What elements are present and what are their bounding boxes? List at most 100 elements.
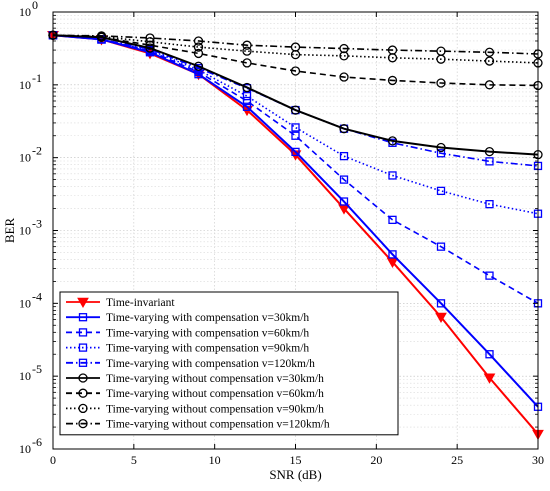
x-tick-label: 30	[532, 453, 544, 467]
marker-square	[242, 91, 252, 101]
legend-item: Time-varying with compensation v=90km/h	[66, 343, 309, 355]
legend-item: Time-varying without compensation v=60km…	[66, 388, 324, 400]
legend-item: Time-varying without compensation v=120k…	[66, 419, 330, 431]
x-tick-label: 0	[50, 453, 56, 467]
marker-circle	[339, 124, 349, 134]
legend-item: Time-varying with compensation v=120km/h	[66, 358, 315, 370]
legend-item: Time-varying with compensation v=60km/h	[66, 327, 309, 339]
marker-circle	[78, 388, 88, 398]
y-tick-label: 10	[19, 296, 31, 310]
y-tick-exponent: -4	[32, 289, 42, 303]
marker-square	[291, 131, 300, 140]
marker-circle	[387, 75, 398, 86]
marker-circle	[290, 42, 301, 52]
marker-circle	[193, 42, 204, 52]
marker-square	[388, 215, 397, 225]
marker-circle	[436, 142, 446, 153]
x-tick-label: 5	[131, 453, 137, 467]
legend-item: Time-invariant	[66, 297, 175, 309]
marker-square	[485, 200, 494, 209]
legend-item: Time-varying with compensation v=30km/h	[66, 312, 309, 324]
marker-square	[291, 147, 300, 157]
marker-circle	[387, 136, 398, 146]
legend-label: Time-varying without compensation v=30km…	[106, 373, 324, 385]
marker-circle	[78, 403, 88, 414]
marker-square	[436, 186, 446, 196]
marker-circle	[145, 33, 155, 43]
marker-square	[436, 149, 446, 158]
legend-label: Time-varying with compensation v=30km/h	[106, 312, 309, 324]
y-tick-exponent: -1	[32, 71, 42, 85]
y-tick-label: 10	[19, 224, 31, 238]
legend-label: Time-varying without compensation v=60km…	[106, 388, 324, 400]
marker-circle	[78, 418, 88, 429]
marker-square	[242, 96, 252, 106]
series-line	[52, 34, 539, 64]
marker-square	[78, 343, 88, 352]
marker-circle	[387, 45, 398, 55]
marker-circle	[484, 56, 495, 66]
marker-circle	[242, 40, 252, 50]
x-tick-label: 15	[290, 453, 302, 467]
marker-circle	[290, 66, 301, 76]
marker-square	[388, 250, 397, 259]
marker-square	[78, 313, 88, 322]
marker-circle	[339, 43, 349, 54]
marker-square	[339, 175, 349, 184]
legend-label: Time-varying without compensation v=120k…	[106, 419, 330, 431]
marker-square	[339, 151, 349, 161]
legend-item: Time-varying without compensation v=90km…	[66, 403, 324, 415]
marker-circle	[78, 373, 88, 383]
marker-circle	[484, 146, 495, 157]
legend-item: Time-varying without compensation v=30km…	[66, 373, 324, 385]
legend: Time-invariant Time-varying with compensa…	[59, 291, 399, 436]
y-tick-exponent: -6	[32, 435, 42, 449]
marker-circle	[484, 47, 495, 57]
marker-circle	[96, 31, 107, 41]
legend-box	[59, 291, 399, 436]
y-tick-exponent: -5	[32, 362, 42, 376]
marker-square	[436, 242, 446, 251]
y-tick-exponent: 0	[32, 0, 38, 12]
marker-circle	[145, 43, 155, 53]
legend-label: Time-invariant	[106, 297, 175, 309]
legend-label: Time-varying without compensation v=90km…	[106, 403, 324, 415]
series-line	[52, 34, 539, 156]
marker-square	[388, 171, 397, 180]
marker-circle	[242, 58, 252, 68]
marker-square	[78, 328, 88, 337]
marker-square	[78, 358, 88, 367]
legend-label: Time-varying with compensation v=90km/h	[106, 343, 309, 355]
marker-circle	[436, 46, 446, 56]
legend-label: Time-varying with compensation v=60km/h	[106, 327, 309, 339]
y-tick-label: 10	[19, 5, 31, 19]
series-layer	[47, 30, 544, 441]
marker-square	[339, 197, 349, 206]
marker-circle	[193, 36, 204, 46]
series-line	[52, 34, 539, 87]
marker-circle	[290, 105, 301, 115]
x-axis-label: SNR (dB)	[269, 467, 321, 482]
marker-circle	[339, 72, 349, 82]
series-line	[52, 34, 539, 305]
marker-circle	[436, 78, 446, 88]
marker-square	[291, 123, 300, 132]
marker-square	[485, 350, 494, 359]
y-tick-label: 10	[19, 442, 31, 456]
marker-triangle	[77, 297, 89, 309]
series-9	[48, 30, 543, 59]
series-line	[52, 34, 539, 167]
marker-circle	[339, 51, 349, 61]
y-tick-exponent: -3	[32, 217, 42, 231]
legend-label: Time-varying with compensation v=120km/h	[106, 358, 315, 370]
x-tick-label: 25	[451, 453, 463, 467]
marker-square	[485, 157, 494, 166]
series-4	[48, 31, 543, 218]
y-tick-label: 10	[19, 151, 31, 165]
marker-triangle	[483, 373, 496, 384]
marker-square	[485, 271, 494, 280]
marker-circle	[193, 48, 204, 59]
marker-circle	[242, 46, 252, 56]
